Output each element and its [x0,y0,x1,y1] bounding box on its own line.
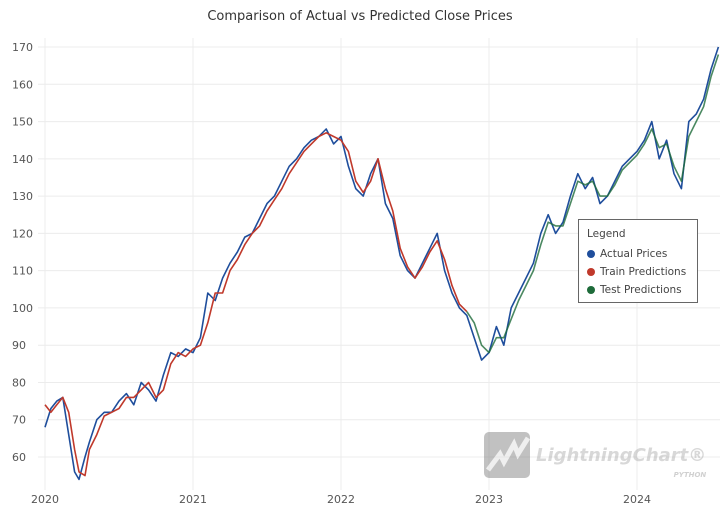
y-tick-label: 90 [12,339,26,352]
lightningchart-watermark: LightningChart® PYTHON [484,432,706,479]
y-tick-label: 80 [12,376,26,389]
legend-label: Train Predictions [600,266,687,278]
y-tick-label: 140 [12,153,33,166]
x-tick-label: 2023 [475,493,503,506]
chart-title: Comparison of Actual vs Predicted Close … [207,9,513,24]
series-line-test-predictions [466,54,720,354]
series-line-train-predictions [44,132,468,477]
legend-title: Legend [587,228,626,240]
legend-item-actual[interactable]: Actual Prices [587,248,667,260]
y-tick-label: 70 [12,414,26,427]
y-tick-label: 170 [12,41,33,54]
y-tick-label: 120 [12,227,33,240]
legend-item-train[interactable]: Train Predictions [587,266,686,278]
x-tick-label: 2022 [327,493,355,506]
lightning-logo-icon [484,432,530,478]
x-tick-label: 2020 [31,493,59,506]
legend-label: Test Predictions [600,284,682,296]
legend-label: Actual Prices [600,248,668,260]
legend: Legend Actual Prices Train Predictions T… [578,219,698,303]
y-tick-label: 100 [12,302,33,315]
legend-dot-icon [587,268,595,276]
x-tick-label: 2024 [623,493,651,506]
legend-dot-icon [587,286,595,294]
y-tick-label: 160 [12,78,33,91]
y-tick-label: 110 [12,265,33,278]
y-tick-label: 60 [12,451,26,464]
x-tick-label: 2021 [179,493,207,506]
legend-item-test[interactable]: Test Predictions [587,284,682,296]
legend-dot-icon [587,250,595,258]
y-tick-label: 130 [12,190,33,203]
y-tick-label: 150 [12,116,33,129]
